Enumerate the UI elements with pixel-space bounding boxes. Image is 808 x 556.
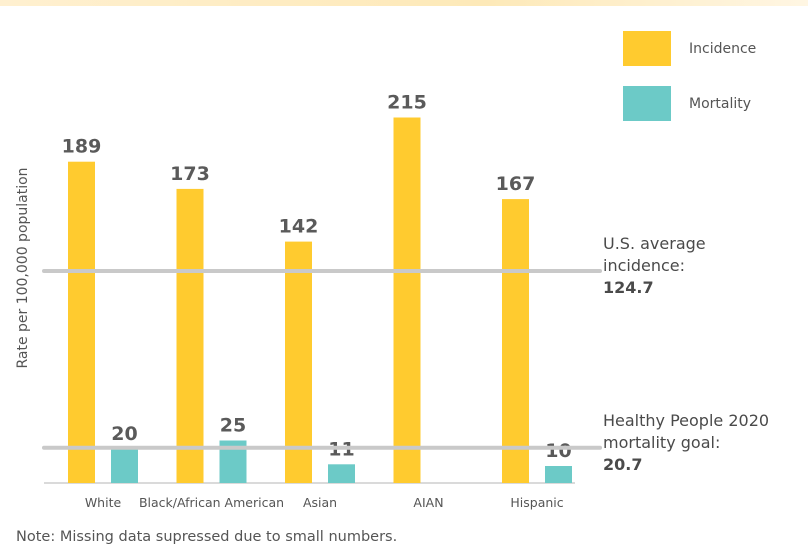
legend-label-mortality: Mortality: [689, 96, 751, 112]
data-label-incidence-aian: 215: [387, 92, 427, 114]
data-label-mortality-white: 20: [111, 423, 137, 445]
x-tick-label-white: White: [85, 495, 122, 510]
bar-mortality-asian: [328, 464, 355, 483]
reference-label-1-line-1: mortality goal:: [603, 433, 720, 452]
bar-incidence-hispanic: [502, 199, 529, 483]
data-label-incidence-hispanic: 167: [496, 173, 536, 195]
y-axis-label: Rate per 100,000 population: [15, 167, 31, 368]
reference-label-1-line-0: Healthy People 2020: [603, 411, 769, 430]
x-tick-label-black-african-american: Black/African American: [139, 495, 284, 510]
data-label-incidence-black-african-american: 173: [170, 163, 210, 185]
x-tick-label-hispanic: Hispanic: [510, 495, 563, 510]
bar-incidence-aian: [393, 117, 421, 483]
legend-swatch-mortality: [623, 86, 671, 121]
bar-incidence-white: [68, 161, 95, 483]
legend-swatch-incidence: [623, 31, 671, 66]
reference-label-0-line-1: incidence:: [603, 256, 685, 275]
data-label-mortality-black-african-american: 25: [220, 415, 246, 437]
bar-incidence-black-african-american: [176, 188, 204, 483]
reference-value-1: 20.7: [603, 455, 642, 474]
data-label-mortality-hispanic: 10: [545, 440, 571, 462]
x-tick-label-asian: Asian: [303, 495, 337, 510]
bar-mortality-hispanic: [545, 466, 572, 483]
x-tick-label-aian: AIAN: [413, 495, 443, 510]
top-accent-rule: [0, 0, 808, 6]
reference-label-0-line-0: U.S. average: [603, 234, 706, 253]
bar-incidence-asian: [285, 241, 312, 483]
data-label-incidence-white: 189: [62, 136, 102, 158]
reference-value-0: 124.7: [603, 278, 654, 297]
bar-mortality-white: [111, 449, 138, 483]
legend-label-incidence: Incidence: [689, 41, 756, 57]
data-label-incidence-asian: 142: [279, 216, 319, 238]
chart-note: Note: Missing data supressed due to smal…: [16, 529, 398, 545]
